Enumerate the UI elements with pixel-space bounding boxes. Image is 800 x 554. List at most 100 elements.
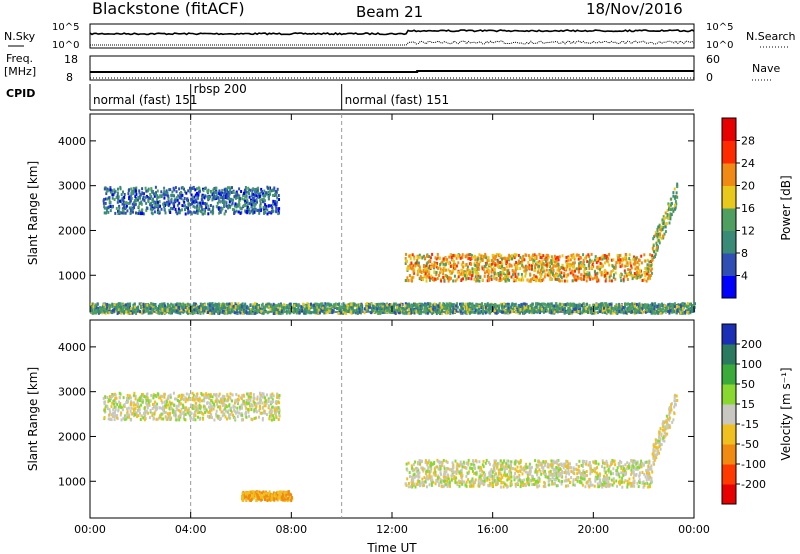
- echo-cell: [503, 277, 506, 280]
- echo-cell: [400, 306, 403, 310]
- echo-cell: [538, 278, 541, 282]
- echo-cell: [530, 309, 532, 313]
- echo-cell: [126, 305, 129, 309]
- echo-cell: [453, 262, 455, 266]
- noise-left-tick-lo: 10^0: [52, 40, 79, 51]
- echo-cell: [156, 197, 158, 201]
- echo-cell: [493, 254, 495, 258]
- echo-cell: [113, 188, 116, 192]
- echo-cell: [137, 196, 140, 199]
- echo-cell: [599, 310, 602, 314]
- echo-cell: [192, 303, 195, 307]
- echo-cell: [102, 201, 105, 205]
- echo-cell: [337, 312, 340, 315]
- echo-cell: [484, 311, 487, 315]
- echo-cell: [434, 303, 437, 307]
- echo-cell: [608, 252, 611, 256]
- echo-cell: [553, 310, 556, 314]
- echo-cell: [548, 308, 551, 312]
- echo-cell: [534, 256, 536, 260]
- echo-cell: [571, 270, 574, 273]
- echo-cell: [228, 306, 231, 310]
- echo-cell: [658, 307, 661, 311]
- echo-cell: [426, 274, 429, 278]
- echo-cell: [444, 304, 447, 308]
- echo-cell: [442, 272, 445, 276]
- echo-cell: [194, 188, 197, 192]
- echo-cell: [474, 263, 477, 267]
- echo-cell: [258, 306, 261, 310]
- echo-cell: [686, 311, 689, 315]
- echo-cell: [397, 309, 400, 312]
- echo-cell: [651, 303, 654, 307]
- echo-cell: [233, 208, 236, 212]
- echo-cell: [571, 303, 574, 306]
- echo-cell: [600, 270, 603, 274]
- echo-cell: [654, 252, 657, 256]
- echo-cell: [443, 266, 446, 270]
- echo-cell: [542, 254, 545, 258]
- echo-cell: [120, 305, 123, 309]
- echo-cell: [415, 303, 418, 307]
- echo-cell: [652, 248, 654, 252]
- echo-cell: [472, 310, 475, 314]
- echo-cell: [194, 193, 197, 197]
- echo-cell: [108, 306, 111, 310]
- echo-cell: [214, 195, 217, 199]
- echo-cell: [195, 209, 198, 213]
- echo-cell: [471, 267, 474, 271]
- echo-cell: [542, 277, 545, 281]
- echo-cell: [424, 311, 427, 315]
- echo-cell: [514, 268, 517, 272]
- echo-cell: [330, 303, 333, 307]
- echo-cell: [263, 209, 266, 213]
- echo-cell: [636, 268, 639, 272]
- echo-cell: [599, 268, 601, 272]
- echo-cell: [539, 273, 542, 277]
- echo-cell: [208, 306, 211, 310]
- echo-cell: [216, 306, 219, 310]
- echo-cell: [371, 306, 373, 310]
- echo-cell: [493, 261, 495, 265]
- echo-cell: [625, 255, 628, 259]
- echo-cell: [220, 206, 222, 210]
- echo-cell: [255, 194, 258, 198]
- echo-cell: [619, 265, 622, 269]
- echo-cell: [176, 311, 179, 314]
- echo-cell: [531, 264, 533, 268]
- echo-cell: [462, 302, 465, 306]
- echo-cell: [226, 310, 229, 314]
- echo-cell: [650, 269, 652, 273]
- echo-cell: [478, 307, 481, 310]
- echo-cell: [252, 303, 255, 307]
- echo-cell: [270, 204, 273, 208]
- echo-cell: [147, 309, 150, 313]
- echo-cell: [641, 311, 644, 314]
- echo-cell: [231, 201, 234, 205]
- echo-cell: [539, 271, 541, 275]
- echo-cell: [524, 267, 527, 271]
- echo-cell: [498, 304, 501, 308]
- echo-cell: [443, 269, 446, 272]
- echo-cell: [498, 253, 501, 257]
- echo-cell: [211, 198, 214, 202]
- echo-cell: [325, 311, 328, 315]
- echo-cell: [599, 303, 602, 306]
- echo-cell: [555, 260, 558, 264]
- echo-cell: [161, 307, 164, 311]
- echo-cell: [515, 264, 518, 268]
- echo-cell: [275, 207, 278, 211]
- echo-cell: [553, 254, 556, 258]
- echo-cell: [564, 303, 567, 307]
- echo-cell: [644, 272, 647, 276]
- echo-cell: [212, 207, 214, 210]
- echo-cell: [658, 235, 661, 239]
- echo-cell: [687, 307, 690, 311]
- echo-cell: [656, 248, 659, 252]
- echo-cell: [591, 277, 594, 281]
- echo-cell: [247, 186, 250, 190]
- echo-cell: [466, 268, 469, 271]
- echo-cell: [222, 311, 225, 315]
- echo-cell: [452, 279, 455, 283]
